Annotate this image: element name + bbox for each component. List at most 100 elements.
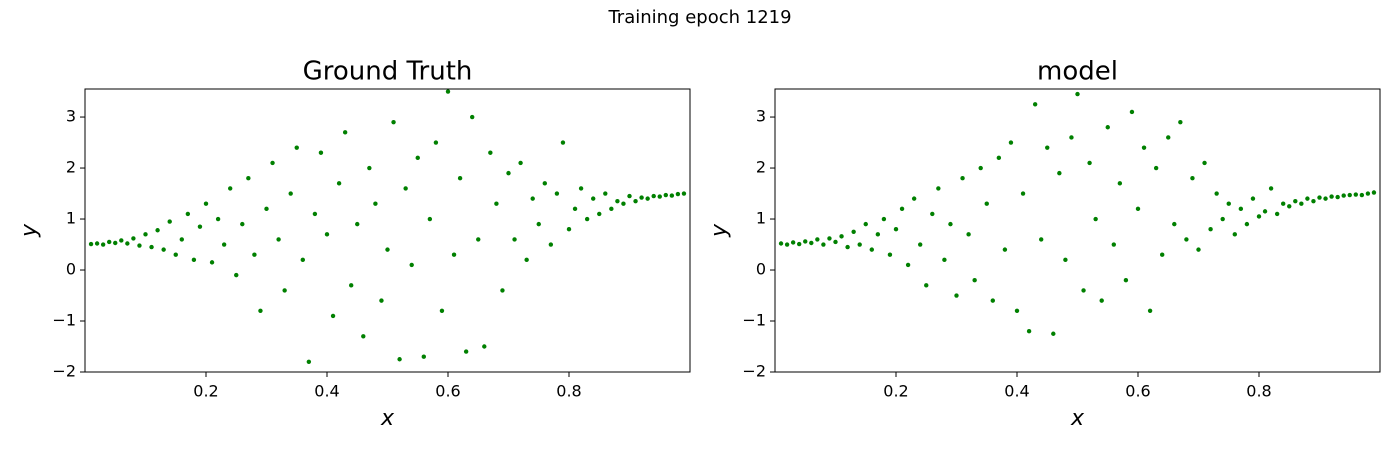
y-tick-label: 1	[66, 209, 76, 228]
x-tick-label: 0.8	[556, 382, 581, 401]
point	[1045, 145, 1050, 150]
point	[942, 257, 947, 263]
point	[1032, 102, 1038, 107]
point	[149, 244, 154, 250]
point	[524, 257, 529, 263]
point	[342, 130, 348, 135]
x-axis-label: x	[1070, 406, 1085, 431]
figure-title: Training epoch 1219	[607, 7, 791, 28]
point	[409, 262, 414, 268]
point	[591, 196, 596, 201]
x-tick-label: 0.8	[1246, 382, 1271, 401]
point	[536, 221, 541, 227]
point	[778, 241, 784, 246]
point	[282, 288, 287, 293]
point	[996, 155, 1002, 161]
point	[379, 298, 384, 303]
point	[1129, 109, 1135, 115]
point	[881, 216, 887, 222]
point	[167, 219, 172, 224]
point	[131, 236, 136, 241]
y-tick-label: 2	[66, 158, 76, 177]
point	[355, 221, 360, 227]
point	[1093, 216, 1098, 222]
x-tick-label: 0.6	[435, 382, 460, 401]
point	[494, 201, 499, 206]
point	[500, 288, 505, 293]
point	[330, 313, 336, 319]
point	[1014, 308, 1020, 314]
point	[875, 232, 881, 237]
point	[899, 206, 905, 212]
point	[990, 298, 995, 303]
point	[1371, 190, 1377, 195]
point	[1268, 186, 1274, 191]
point	[240, 221, 245, 227]
point	[1202, 160, 1207, 166]
point	[300, 257, 305, 263]
point	[119, 238, 124, 243]
point	[851, 229, 856, 234]
point	[1323, 196, 1328, 201]
point	[1020, 191, 1026, 196]
point	[1196, 247, 1201, 252]
point	[391, 119, 396, 125]
y-tick-label: 3	[66, 107, 76, 126]
point	[264, 206, 269, 212]
y-tick-label: 1	[756, 209, 766, 228]
point	[191, 257, 197, 263]
point	[143, 232, 148, 237]
y-axis-label: y	[17, 223, 42, 238]
point	[1111, 242, 1117, 247]
point	[427, 216, 433, 222]
point	[960, 176, 965, 181]
point	[228, 186, 233, 191]
point	[113, 240, 118, 246]
point	[312, 211, 318, 217]
y-tick-label: 0	[756, 260, 766, 279]
point	[972, 278, 977, 283]
point	[627, 193, 632, 199]
point	[288, 191, 293, 196]
point	[1341, 193, 1346, 198]
point	[173, 252, 178, 257]
point	[639, 195, 644, 200]
point	[185, 211, 191, 217]
point	[1153, 165, 1159, 171]
point	[439, 308, 445, 314]
point	[784, 242, 790, 247]
point	[1305, 196, 1310, 201]
point	[215, 216, 221, 222]
point	[1274, 211, 1280, 217]
point	[1244, 221, 1250, 227]
point	[863, 221, 868, 227]
point	[1069, 135, 1074, 140]
point	[221, 242, 227, 247]
point	[978, 165, 983, 171]
point	[1281, 201, 1286, 206]
axes-title: model	[1037, 57, 1118, 87]
point	[584, 216, 590, 222]
point	[1226, 201, 1231, 206]
point	[179, 237, 184, 242]
y-tick-label: −1	[52, 311, 76, 330]
point	[887, 252, 893, 257]
point	[1057, 170, 1062, 176]
point	[827, 236, 832, 241]
point	[1299, 201, 1304, 206]
point	[1353, 192, 1359, 197]
point	[1117, 181, 1123, 186]
point	[869, 247, 874, 252]
point	[1026, 329, 1032, 334]
point	[276, 237, 281, 242]
point	[1063, 257, 1068, 263]
point	[675, 191, 681, 197]
point	[100, 242, 106, 247]
point	[1335, 194, 1340, 200]
point	[451, 252, 457, 257]
point	[554, 191, 560, 196]
point	[621, 201, 626, 206]
point	[893, 227, 899, 232]
y-tick-label: 3	[756, 107, 766, 126]
point	[924, 283, 929, 288]
